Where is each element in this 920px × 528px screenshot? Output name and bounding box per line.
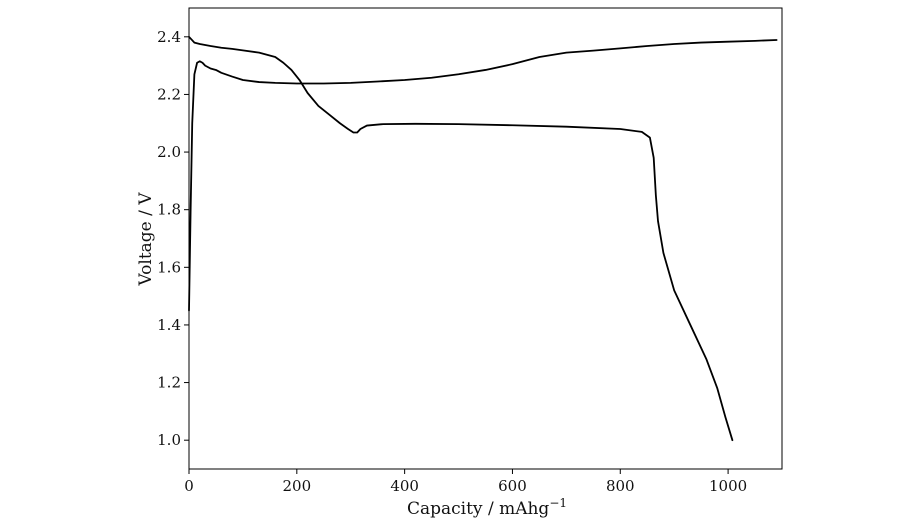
x-tick-label: 600 — [498, 477, 527, 495]
y-axis-title: Voltage / V — [136, 192, 156, 287]
y-tick-label: 2.2 — [157, 85, 181, 103]
x-tick-label: 1000 — [709, 477, 747, 495]
y-tick-label: 1.8 — [157, 201, 181, 219]
x-axis-label-superscript: −1 — [549, 496, 567, 510]
y-tick-label: 1.4 — [157, 316, 181, 334]
series-layer — [188, 35, 778, 442]
x-tick-label: 800 — [606, 477, 635, 495]
x-axis-label: Capacity / mAhg — [407, 499, 549, 519]
y-tick-label: 2.0 — [157, 143, 181, 161]
x-tick-label: 0 — [184, 477, 194, 495]
y-tick-label: 1.0 — [157, 431, 181, 449]
plot-area-background — [189, 8, 782, 469]
x-tick-label: 200 — [282, 477, 311, 495]
y-tick-label: 1.6 — [157, 258, 181, 276]
x-axis-title: Capacity / mAhg−1 — [407, 496, 567, 519]
x-axis: 0 200 400 600 800 1000 — [184, 469, 747, 495]
x-tick-label: 400 — [390, 477, 419, 495]
y-tick-label: 1.2 — [157, 374, 181, 392]
y-axis: 1.0 1.2 1.4 1.6 1.8 2.0 2.2 2.4 — [157, 28, 189, 449]
series-line-2 — [188, 39, 778, 312]
plot-frame — [188, 7, 783, 470]
y-tick-label: 2.4 — [157, 28, 181, 46]
series-line-1 — [188, 35, 734, 442]
